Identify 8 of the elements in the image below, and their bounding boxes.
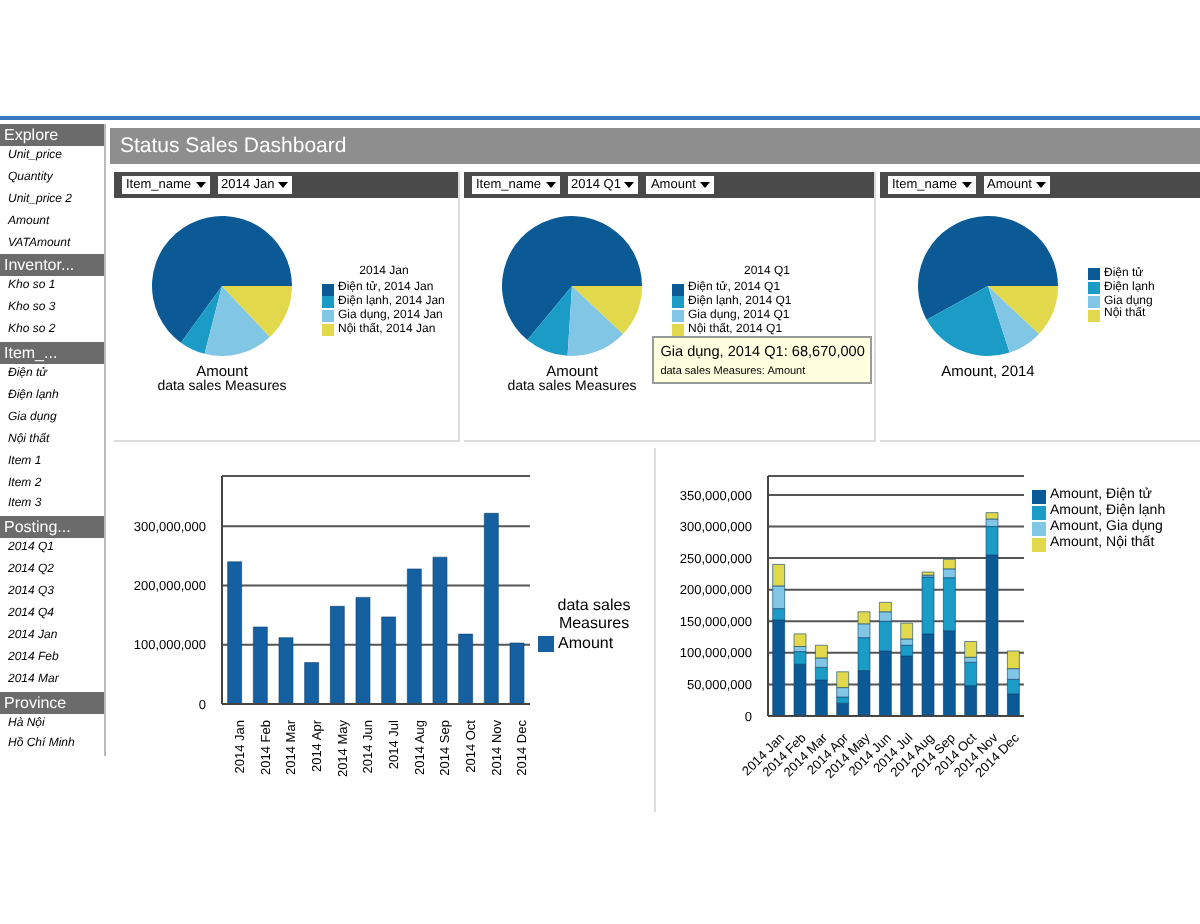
- text: Province: [0, 691, 104, 714]
- legend-label: Amount: [558, 634, 614, 653]
- text: Posting...: [0, 516, 104, 539]
- legend-title: data sales Measures: [555, 595, 633, 633]
- text: Item_...: [0, 342, 104, 365]
- text: Status Sales Dashboard: [110, 128, 1200, 164]
- text: Explore: [0, 124, 104, 146]
- text: Inventor...: [0, 254, 104, 277]
